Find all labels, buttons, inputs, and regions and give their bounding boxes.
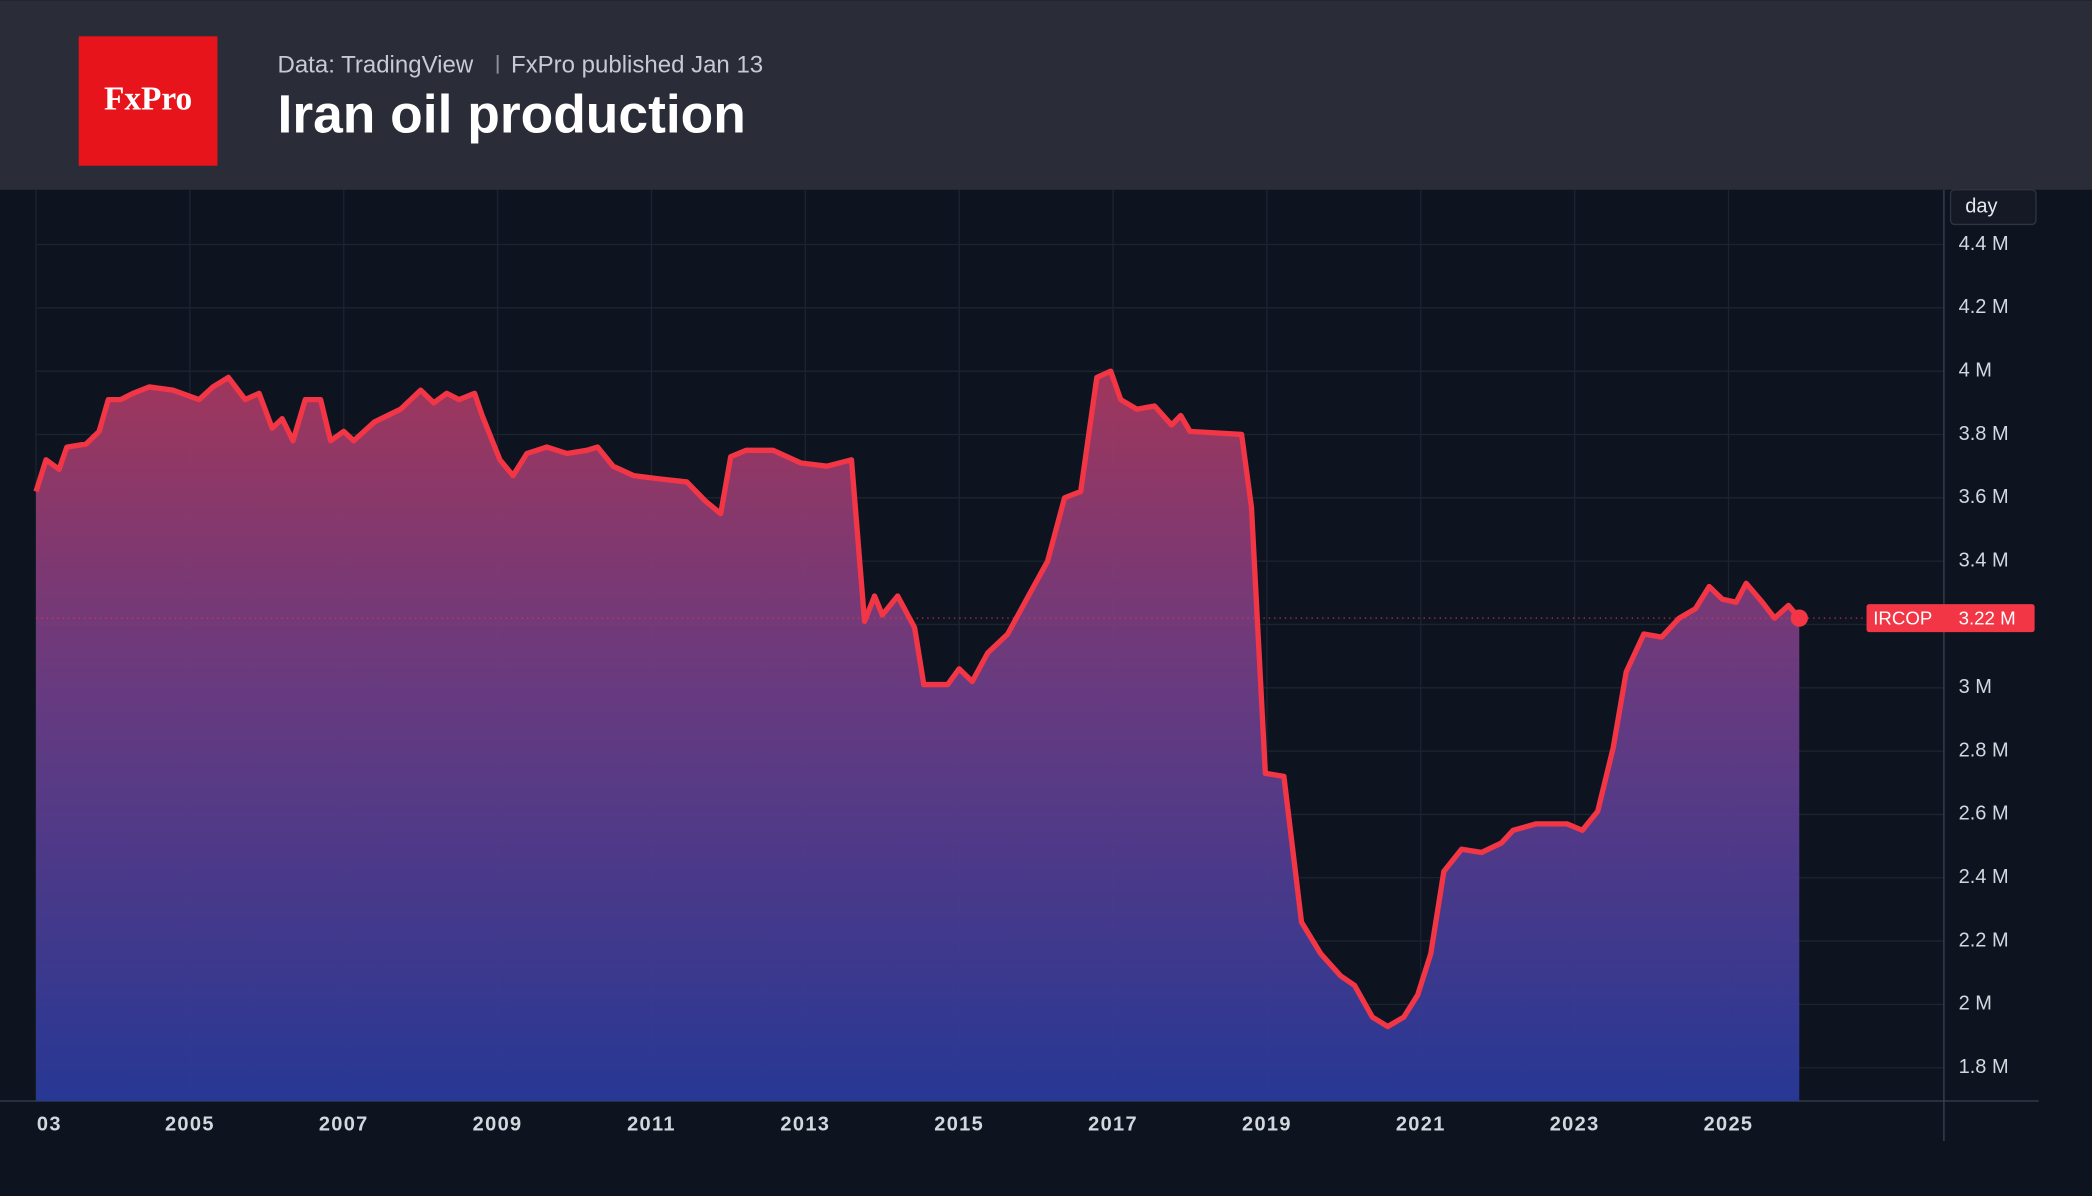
y-tick-label: 2.4 M [1959, 866, 2009, 888]
last-point [1790, 609, 1808, 627]
x-tick-label: 2011 [627, 1113, 676, 1135]
y-tick-label: 4 M [1959, 359, 1992, 381]
series-name: IRCOP [1873, 607, 1932, 628]
last-value-badge [1866, 604, 2035, 633]
x-tick-label: 2023 [1550, 1113, 1600, 1135]
x-tick-label: 2021 [1396, 1113, 1446, 1135]
y-tick-label: 2.8 M [1959, 739, 2009, 761]
y-tick-label: 1.8 M [1959, 1056, 2009, 1078]
y-tick-label: 2 M [1959, 993, 1992, 1015]
y-tick-label: 2.2 M [1959, 929, 2009, 951]
published: FxPro published Jan 13 [511, 51, 763, 78]
y-tick-label: 3.6 M [1959, 486, 2009, 508]
line [33, 368, 1802, 1030]
y-tick-label: 4.4 M [1959, 233, 2009, 255]
y-tick-label: 3.8 M [1959, 423, 2009, 445]
logo-box [78, 36, 218, 166]
last-value-label: 3.22 M [1959, 607, 2016, 628]
interval: day [1965, 195, 1997, 217]
x-tick-label: 2019 [1242, 1113, 1292, 1135]
x-tick-label: 2025 [1704, 1113, 1754, 1135]
x-tick-label: 2017 [1088, 1113, 1138, 1135]
x-tick-label: 2007 [319, 1113, 369, 1135]
area [36, 371, 1800, 1101]
x-tick-label: 2005 [165, 1113, 215, 1135]
y-tick-label: 3.4 M [1959, 549, 2009, 571]
x-tick-label: 03 [37, 1113, 62, 1135]
interval-box [1949, 189, 2037, 226]
chart-title: Iran oil production [278, 85, 746, 144]
x-tick-label: 2013 [780, 1113, 830, 1135]
x-tick-label: 2015 [934, 1113, 984, 1135]
plot-area: 1.8 M2 M2.2 M2.4 M2.6 M2.8 M3 M3.2 M3.4 … [0, 189, 2039, 1142]
header [0, 0, 2092, 190]
x-tick-label: 2009 [473, 1113, 523, 1135]
y-tick-label: 4.2 M [1959, 296, 2009, 318]
source: Data: TradingView [278, 51, 474, 78]
y-tick-label: 3 M [1959, 676, 1992, 698]
y-tick-label: 2.6 M [1959, 803, 2009, 825]
logo: FxPro [104, 81, 192, 118]
